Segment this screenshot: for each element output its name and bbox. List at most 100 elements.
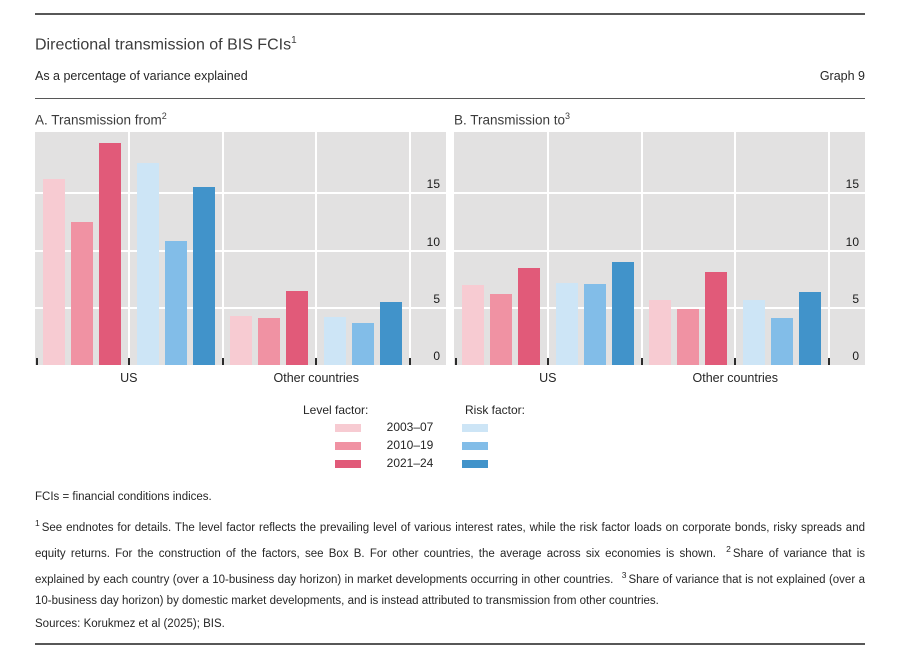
panel-a-category-labels: US Other countries [35,365,446,387]
x-axis-category-label: Other countries [692,371,778,386]
bar-us-level-factor-2021–24 [98,142,121,366]
x-axis-tick [127,358,130,366]
x-axis-tick [221,358,224,366]
bar-other-countries-level-factor-2021–24 [705,272,728,366]
vertical-gridline [315,132,318,366]
subtitle-row: As a percentage of variance explained Gr… [35,68,865,84]
bar-other-countries-risk-factor-2010–19 [352,322,375,366]
panel-b-plot-area: 0 5 10 15 [454,132,865,366]
y-axis-tick-label: 5 [852,291,859,306]
vertical-gridline [640,132,643,366]
figure-title: Directional transmission of BIS FCIs1 [35,30,865,55]
y-axis-tick-label: 10 [845,234,859,249]
bar-other-countries-level-factor-2021–24 [286,290,309,366]
legend-period-label: 2003–07 [386,420,434,435]
x-axis-tick [546,358,549,366]
x-axis-tick [640,358,643,366]
x-axis-category-label: US [120,371,138,386]
bar-other-countries-level-factor-2010–19 [258,318,281,366]
y-axis-tick-label: 0 [852,349,859,364]
bar-us-level-factor-2003–07 [461,284,484,366]
bar-other-countries-risk-factor-2021–24 [380,302,403,366]
y-axis-tick-label: 15 [426,177,440,192]
figure-container: Directional transmission of BIS FCIs1 As… [35,13,865,645]
panel-b-category-labels: US Other countries [454,365,865,387]
bar-other-countries-risk-factor-2021–24 [799,291,822,366]
x-axis-tick [828,358,830,366]
panel-a-title: A. Transmission from2 [35,107,446,128]
horizontal-gridline [454,249,865,252]
bar-other-countries-risk-factor-2003–07 [743,299,766,366]
footnote-1-text: See endnotes for details. The level fact… [35,522,865,560]
top-rule [35,13,865,15]
y-axis-tick-label: 0 [433,349,440,364]
y-axis-tick-label: 15 [845,177,859,192]
y-axis-tick-label: 5 [433,291,440,306]
panel-b-footnote-marker: 3 [565,111,571,122]
bar-us-level-factor-2010–19 [70,221,93,366]
footnote-1-marker: 1 [35,518,40,529]
bar-us-level-factor-2010–19 [489,294,512,366]
legend-swatch-level-2003-07 [335,424,361,433]
bar-us-level-factor-2021–24 [517,267,540,366]
vertical-gridline [828,132,830,366]
bar-other-countries-level-factor-2003–07 [649,299,672,366]
x-axis-tick [734,358,737,366]
bar-us-risk-factor-2003–07 [555,282,578,366]
graph-number-label: Graph 9 [819,69,865,84]
horizontal-gridline [35,249,446,252]
panel-b-title: B. Transmission to3 [454,107,865,128]
legend-swatch-level-2010-19 [335,442,361,451]
panel-a: A. Transmission from2 0 5 10 15 US Other cou… [35,107,446,387]
bar-other-countries-level-factor-2010–19 [677,309,700,366]
vertical-gridline [734,132,737,366]
figure-subtitle: As a percentage of variance explained [35,69,248,84]
bar-us-risk-factor-2010–19 [583,283,606,366]
panel-a-title-text: A. Transmission from [35,112,162,128]
x-axis-category-label: US [539,371,557,386]
chart-panels: A. Transmission from2 0 5 10 15 US Other cou… [35,107,865,387]
footnote-3-marker: 3 [621,569,627,580]
bar-us-risk-factor-2010–19 [164,241,187,366]
bar-us-risk-factor-2021–24 [192,187,215,366]
footnotes-paragraph: 1 See endnotes for details. The level fac… [35,513,865,611]
footnote-2-text: Share of variance that is explained by e… [35,547,865,586]
horizontal-gridline [454,192,865,195]
chart-legend: Level factor: Risk factor: 2003–07 2010–… [35,403,865,475]
x-axis-tick [315,358,318,366]
x-axis-tick [409,358,411,366]
figure-title-text: Directional transmission of BIS FCIs [35,36,292,54]
legend-swatch-risk-2010-19 [462,442,488,451]
horizontal-gridline [35,192,446,195]
legend-period-label: 2021–24 [386,456,434,471]
x-axis-tick [35,358,38,366]
sources-line: Sources: Korukmez et al (2025); BIS. [35,617,225,630]
footnote-3-text: Share of variance that is not explained … [35,573,865,607]
vertical-gridline [221,132,224,366]
bottom-rule [35,642,865,645]
legend-swatch-risk-2003-07 [462,424,488,433]
bar-us-risk-factor-2021–24 [611,262,634,366]
bar-other-countries-risk-factor-2003–07 [324,317,347,366]
bar-us-level-factor-2003–07 [42,179,65,366]
y-axis-tick-label: 10 [426,234,440,249]
panel-b: B. Transmission to3 0 5 10 15 US Other count… [454,107,865,387]
panel-b-title-text: B. Transmission to [454,112,566,128]
abbreviation-note: FCIs = financial conditions indices. [35,491,212,504]
horizontal-gridline [35,306,446,309]
bar-other-countries-risk-factor-2010–19 [771,318,794,366]
bar-us-risk-factor-2003–07 [136,163,159,366]
legend-period-label: 2010–19 [386,438,434,453]
bar-other-countries-level-factor-2003–07 [230,315,253,366]
legend-swatch-level-2021-24 [335,460,361,469]
footnote-2-marker: 2 [726,544,731,555]
vertical-gridline [409,132,411,366]
panel-a-plot-area: 0 5 10 15 [35,132,446,366]
legend-risk-factor-header: Risk factor: [465,403,526,418]
subtitle-rule [35,98,865,100]
figure-title-footnote-marker: 1 [291,35,297,46]
x-axis-tick [454,358,457,366]
legend-swatch-risk-2021-24 [462,460,488,469]
x-axis-category-label: Other countries [273,371,359,386]
vertical-gridline [127,132,130,366]
